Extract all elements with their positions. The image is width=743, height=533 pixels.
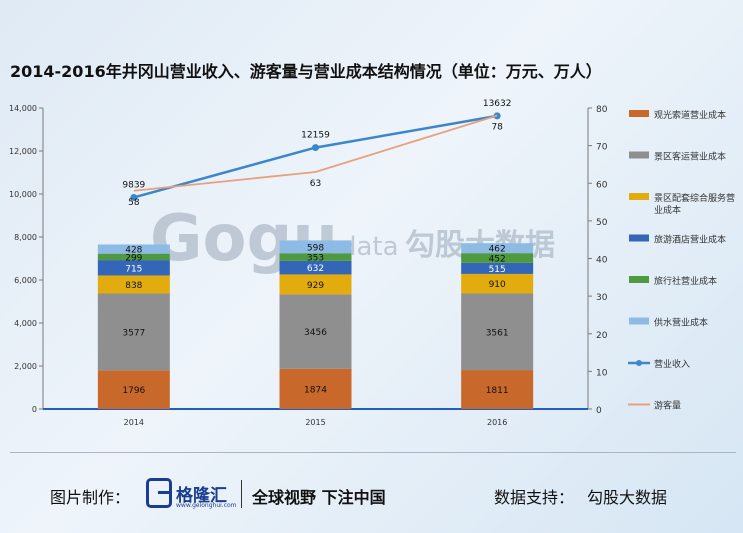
bar-segment <box>461 273 534 294</box>
legend-label: 旅游酒店营业成本 <box>654 234 726 246</box>
legend-label: 观光索道营业成本 <box>654 109 726 121</box>
x-tick-label: 2014 <box>124 418 144 427</box>
bar-segment <box>279 274 352 295</box>
y-right-tick-label: 50 <box>596 218 608 228</box>
bar-segment <box>461 370 534 409</box>
y-right-tick-label: 60 <box>596 180 608 190</box>
y-left-tick-label: 8,000 <box>14 233 37 242</box>
bar-data-label: 3561 <box>486 328 509 338</box>
bar-data-label: 428 <box>125 246 142 256</box>
support-label: 数据支持： <box>494 488 575 507</box>
line-data-label: 9839 <box>122 180 145 190</box>
bar-segment <box>279 240 352 254</box>
y-left-tick-label: 6,000 <box>14 276 37 285</box>
bar-segment <box>97 244 170 254</box>
line-data-label: 12159 <box>301 131 330 141</box>
bar-segment <box>97 253 170 261</box>
y-left-tick-label: 14,000 <box>9 104 37 113</box>
bar-segment <box>461 243 534 254</box>
bar-data-label: 598 <box>307 243 324 253</box>
legend-swatch <box>629 234 649 242</box>
bar-data-label: 929 <box>307 281 324 291</box>
y-left-tick-label: 10,000 <box>9 190 37 199</box>
bar-segment <box>461 293 534 371</box>
made-by-label: 图片制作： <box>50 488 131 507</box>
bar-data-label: 515 <box>489 265 506 275</box>
bar-segment <box>97 260 170 276</box>
legend-label: 营业收入 <box>654 358 690 370</box>
y-right-tick-label: 20 <box>596 331 608 341</box>
bar-data-label: 910 <box>489 280 506 290</box>
bar-data-label: 299 <box>125 253 142 263</box>
legend-swatch <box>629 151 649 159</box>
legend-swatch <box>629 110 649 117</box>
legend-label-line2: 业成本 <box>654 204 681 216</box>
y-right-tick-label: 80 <box>596 105 608 115</box>
x-tick-label: 2015 <box>305 418 325 427</box>
bar-data-label: 1811 <box>486 386 509 396</box>
footer-separator <box>241 480 242 508</box>
y-left-tick-label: 12,000 <box>9 147 37 156</box>
legend-label: 旅行社营业成本 <box>654 275 717 287</box>
line-data-label: 13632 <box>483 99 512 109</box>
y-right-tick-label: 10 <box>596 368 608 378</box>
bar-segment <box>97 293 170 371</box>
bar-data-label: 3577 <box>122 328 145 338</box>
footer-slogan: 全球视野 下注中国 <box>252 488 386 507</box>
chart-title: 2014-2016年井冈山营业收入、游客量与营业成本结构情况（单位：万元、万人） <box>10 62 602 81</box>
bar-data-label: 462 <box>489 245 506 255</box>
legend-marker <box>636 360 642 366</box>
bar-data-label: 632 <box>307 264 324 274</box>
line-data-label: 63 <box>310 179 321 189</box>
legend-label: 游客量 <box>654 400 681 412</box>
bar-data-label: 452 <box>489 255 506 265</box>
y-left-tick-label: 4,000 <box>14 319 37 328</box>
logo-name: 格隆汇 <box>176 486 227 506</box>
bar-segment <box>97 275 170 294</box>
logo-url: www.gelonghui.com <box>176 502 237 509</box>
y-right-tick-label: 40 <box>596 256 608 266</box>
series-line <box>133 114 498 192</box>
x-tick-label: 2016 <box>487 418 507 427</box>
line-data-label: 78 <box>491 123 503 133</box>
gelonghui-logo-icon <box>146 478 172 508</box>
footer-divider <box>10 452 736 453</box>
bar-data-label: 3456 <box>304 328 327 338</box>
bar-data-label: 1796 <box>122 386 145 396</box>
legend-label: 供水营业成本 <box>654 317 708 329</box>
bar-segment <box>279 260 352 275</box>
y-right-tick-label: 0 <box>596 406 602 416</box>
y-right-tick-label: 30 <box>596 293 608 303</box>
legend-swatch <box>629 276 649 283</box>
bar-segment <box>97 370 170 409</box>
chart: 0 2,000 4,000 6,000 8,000 10,000 12,000 14,000 0… <box>9 99 735 427</box>
bar-segment <box>461 253 534 263</box>
y-right-tick-label: 70 <box>596 143 608 153</box>
legend-label: 景区客运营业成本 <box>654 151 726 163</box>
bar-segment <box>279 294 352 369</box>
line-data-label: 58 <box>128 198 140 208</box>
support-name: 勾股大数据 <box>587 488 668 507</box>
bar-segment <box>279 368 352 409</box>
bar-data-label: 353 <box>307 254 324 264</box>
bar-data-label: 1874 <box>304 385 327 395</box>
series-point <box>130 193 138 201</box>
y-left-tick-label: 0 <box>32 405 37 414</box>
bar-segment <box>461 262 534 274</box>
bar-data-label: 715 <box>125 264 142 274</box>
legend-swatch <box>629 317 649 325</box>
legend-label: 景区配套综合服务营 <box>654 192 735 204</box>
bar-segment <box>279 253 352 261</box>
bar-data-label: 838 <box>125 281 142 291</box>
legend-swatch <box>629 193 649 200</box>
series-point <box>312 144 319 152</box>
y-left-tick-label: 2,000 <box>14 362 37 371</box>
